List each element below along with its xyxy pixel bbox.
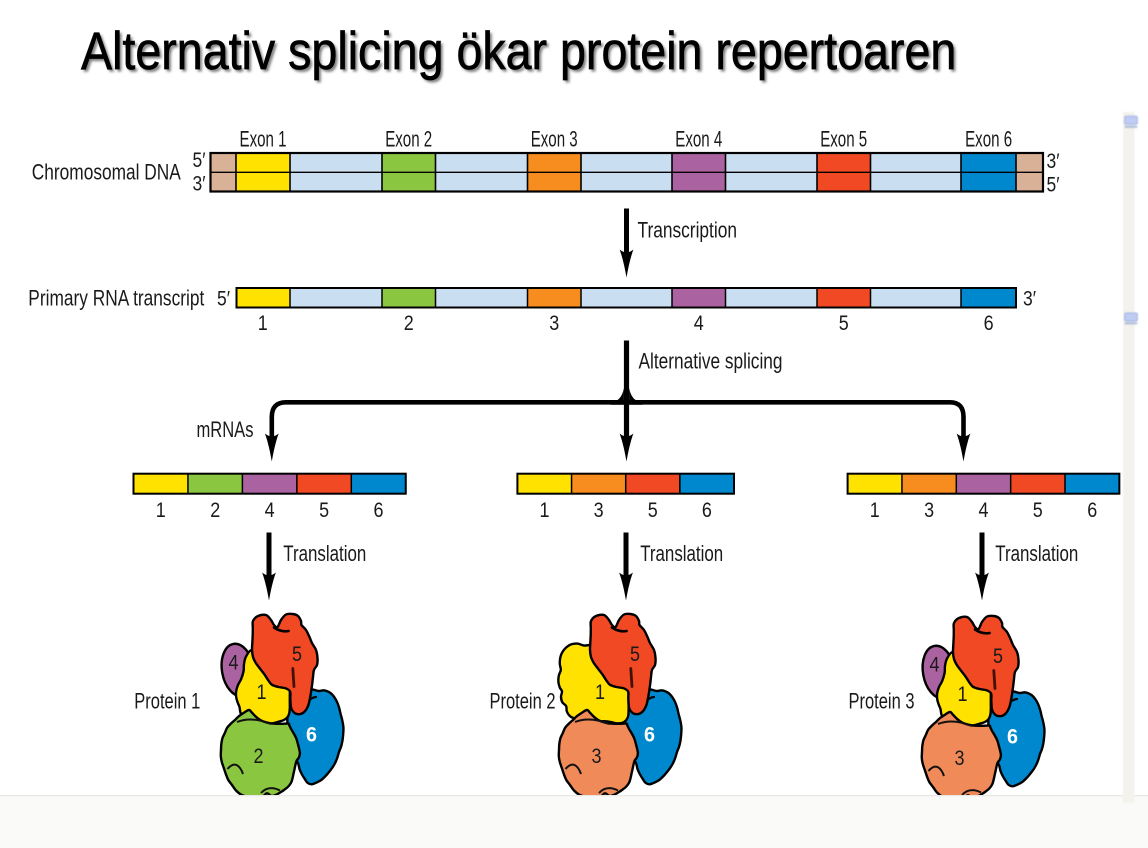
svg-text:Protein 3: Protein 3 (849, 689, 915, 714)
svg-text:1: 1 (257, 681, 267, 704)
svg-text:5′: 5′ (217, 287, 230, 310)
svg-text:6: 6 (374, 498, 384, 522)
svg-text:3: 3 (592, 745, 602, 768)
svg-text:Exon 1: Exon 1 (240, 126, 287, 151)
svg-text:2: 2 (210, 498, 220, 522)
svg-text:Exon 4: Exon 4 (675, 126, 722, 151)
svg-text:6: 6 (702, 498, 712, 522)
svg-text:3′: 3′ (1047, 150, 1060, 173)
svg-text:5: 5 (319, 498, 329, 522)
svg-text:3: 3 (955, 747, 965, 770)
svg-text:1: 1 (958, 683, 968, 706)
svg-text:2: 2 (254, 745, 264, 768)
svg-text:5: 5 (839, 311, 849, 335)
svg-text:Exon 5: Exon 5 (820, 126, 867, 151)
svg-text:Primary RNA transcript: Primary RNA transcript (28, 285, 204, 310)
svg-text:4: 4 (265, 498, 275, 522)
svg-text:6: 6 (644, 724, 655, 747)
svg-text:4: 4 (229, 652, 239, 675)
svg-text:1: 1 (595, 681, 605, 704)
svg-text:5: 5 (1033, 498, 1043, 522)
svg-text:Translation: Translation (995, 541, 1078, 566)
svg-text:3: 3 (924, 498, 934, 522)
svg-text:6: 6 (984, 311, 994, 335)
svg-text:5: 5 (292, 643, 302, 666)
svg-text:Translation: Translation (283, 541, 366, 566)
svg-text:6: 6 (1087, 498, 1097, 522)
svg-text:5: 5 (993, 645, 1003, 668)
svg-text:3: 3 (594, 498, 604, 522)
svg-text:mRNAs: mRNAs (197, 417, 254, 442)
svg-text:4: 4 (930, 654, 940, 677)
svg-text:1: 1 (540, 498, 550, 522)
svg-text:4: 4 (694, 311, 704, 335)
svg-text:3′: 3′ (1023, 287, 1036, 310)
svg-text:5: 5 (648, 498, 658, 522)
svg-text:6: 6 (1007, 726, 1018, 749)
svg-text:Chromosomal DNA: Chromosomal DNA (32, 160, 181, 185)
svg-text:Exon 2: Exon 2 (385, 126, 432, 151)
svg-text:1: 1 (258, 311, 268, 335)
svg-text:5′: 5′ (193, 149, 206, 172)
svg-text:Protein 2: Protein 2 (490, 689, 556, 714)
svg-text:Translation: Translation (640, 541, 723, 566)
svg-text:Exon 3: Exon 3 (531, 126, 578, 151)
svg-text:3′: 3′ (193, 172, 206, 195)
svg-text:Protein 1: Protein 1 (134, 689, 200, 714)
svg-text:1: 1 (870, 498, 880, 522)
svg-text:1: 1 (156, 498, 166, 522)
svg-text:3: 3 (549, 311, 559, 335)
svg-text:2: 2 (404, 311, 414, 335)
svg-text:Transcription: Transcription (638, 218, 738, 243)
svg-text:5: 5 (630, 643, 640, 666)
svg-text:Alternative splicing: Alternative splicing (639, 349, 783, 374)
svg-text:6: 6 (306, 724, 317, 747)
svg-text:Exon 6: Exon 6 (965, 126, 1012, 151)
svg-text:4: 4 (979, 498, 989, 522)
svg-text:5′: 5′ (1047, 174, 1060, 197)
